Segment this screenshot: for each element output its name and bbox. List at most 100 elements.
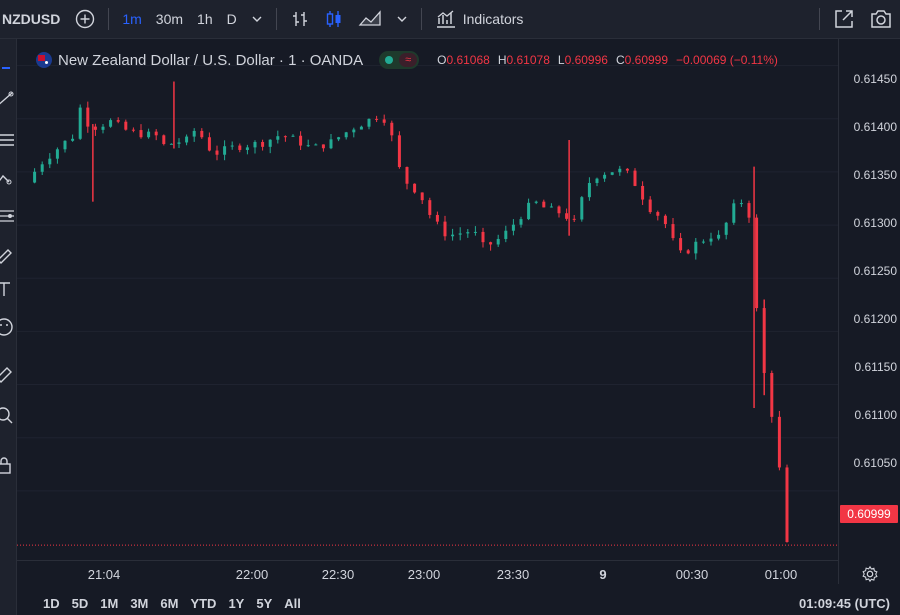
candle-body — [261, 141, 265, 147]
candle-body — [435, 214, 439, 222]
time-tick-label: 01:00 — [764, 567, 798, 582]
pattern-icon[interactable] — [0, 169, 14, 189]
range-1y-button[interactable]: 1Y — [228, 596, 245, 611]
bar-style-button[interactable] — [283, 4, 317, 34]
candle-body — [496, 238, 500, 245]
brush-icon[interactable] — [0, 244, 14, 264]
zoom-icon[interactable] — [0, 405, 14, 425]
candle-body — [192, 130, 196, 137]
candle-body — [230, 145, 234, 147]
price-chart[interactable] — [17, 39, 838, 560]
candle-body — [709, 238, 713, 242]
range-5d-button[interactable]: 5D — [71, 596, 89, 611]
chevron-down-icon — [252, 16, 262, 22]
chart-pane[interactable] — [17, 39, 900, 615]
candle-body — [306, 145, 310, 147]
price-axis[interactable]: 0.61450 0.61400 0.61350 0.61300 0.61250 … — [838, 39, 900, 584]
candle-body — [78, 107, 82, 139]
interval-dropdown-button[interactable] — [244, 4, 270, 34]
range-3m-button[interactable]: 3M — [130, 596, 149, 611]
interval-d-button[interactable]: D — [226, 11, 237, 27]
time-axis[interactable]: 21:04 22:00 22:30 23:00 23:30 9 00:30 01… — [17, 560, 838, 587]
interval-1m-button[interactable]: 1m — [122, 11, 142, 27]
low-value: 0.60996 — [564, 53, 608, 67]
candle-body — [116, 120, 120, 122]
low-label: L — [557, 53, 565, 67]
market-status-badge[interactable]: ≈ — [379, 51, 420, 69]
utc-clock[interactable]: 01:09:45 (UTC) — [798, 596, 890, 611]
forecast-icon[interactable] — [0, 207, 14, 227]
candle-body — [367, 118, 371, 127]
symbol-title[interactable]: New Zealand Dollar / U.S. Dollar · 1 · O… — [58, 51, 364, 69]
candle-body — [109, 120, 113, 127]
ohlc-values: O0.61068 H0.61078 L0.60996 C0.60999 −0.0… — [437, 53, 778, 67]
candle-body — [40, 164, 44, 172]
range-5y-button[interactable]: 5Y — [256, 596, 273, 611]
chart-legend: New Zealand Dollar / U.S. Dollar · 1 · O… — [36, 50, 778, 70]
emoji-icon[interactable] — [0, 317, 14, 337]
candle-body — [413, 183, 417, 193]
candle-body — [777, 416, 781, 468]
candle-body — [587, 182, 591, 198]
candle-body — [207, 137, 211, 151]
candle-body — [610, 172, 614, 175]
fib-retracement-icon[interactable] — [0, 131, 14, 151]
symbol-search-button[interactable]: NZDUSD — [2, 11, 61, 27]
bars-icon — [292, 12, 307, 26]
time-tick-label: 22:30 — [321, 567, 355, 582]
candle-body — [732, 203, 736, 223]
candle-body — [625, 168, 629, 171]
candle-body — [71, 138, 75, 141]
candle-body — [770, 372, 774, 417]
candle-body — [405, 167, 409, 184]
candle-body — [458, 233, 462, 235]
range-1m-button[interactable]: 1M — [100, 596, 119, 611]
toolbar-right — [813, 0, 900, 38]
active-tool-indicator — [2, 67, 10, 69]
candle-body — [329, 139, 333, 149]
candle-body — [283, 136, 287, 138]
open-value: 0.61068 — [446, 53, 490, 67]
range-1d-button[interactable]: 1D — [43, 596, 60, 611]
candle-body — [580, 197, 584, 220]
interval-30m-button[interactable]: 30m — [155, 11, 184, 27]
fullscreen-button[interactable] — [826, 4, 862, 34]
candle-body — [177, 142, 181, 144]
candle-body — [671, 224, 675, 239]
candle-body — [481, 231, 485, 243]
candle-body — [200, 130, 204, 138]
range-all-button[interactable]: All — [284, 596, 301, 611]
chart-type-dropdown-button[interactable] — [389, 4, 415, 34]
chart-settings-gear-icon[interactable] — [861, 565, 879, 583]
market-open-dot-icon — [385, 56, 394, 64]
candle-body — [565, 213, 569, 219]
text-tool-icon[interactable] — [0, 279, 14, 299]
area-style-button[interactable] — [351, 4, 389, 34]
price-tick-label: 0.61050 — [853, 456, 897, 470]
trendline-icon[interactable] — [0, 89, 14, 109]
range-6m-button[interactable]: 6M — [160, 596, 179, 611]
candle-body — [717, 234, 721, 239]
price-tick-label: 0.61350 — [853, 168, 897, 182]
range-ytd-button[interactable]: YTD — [190, 596, 217, 611]
candle-style-button[interactable] — [317, 4, 351, 34]
candle-body — [397, 135, 401, 168]
candle-body — [534, 201, 538, 203]
candle-body — [572, 218, 576, 220]
interval-1h-button[interactable]: 1h — [197, 11, 213, 27]
candle-body — [473, 231, 477, 233]
add-symbol-button[interactable] — [68, 4, 102, 34]
candle-body — [359, 126, 363, 130]
candle-body — [549, 206, 553, 208]
candle-body — [686, 250, 690, 254]
ruler-icon[interactable] — [0, 365, 14, 385]
candle-body — [633, 170, 637, 186]
snapshot-button[interactable] — [862, 4, 900, 34]
candle-body — [253, 141, 257, 148]
candle-body — [124, 121, 128, 130]
open-external-icon — [835, 10, 853, 28]
lock-icon[interactable] — [0, 455, 14, 475]
price-tick-label: 0.61100 — [854, 408, 898, 422]
indicators-button[interactable]: Indicators — [428, 4, 531, 34]
price-tick-label: 0.61450 — [853, 72, 897, 86]
